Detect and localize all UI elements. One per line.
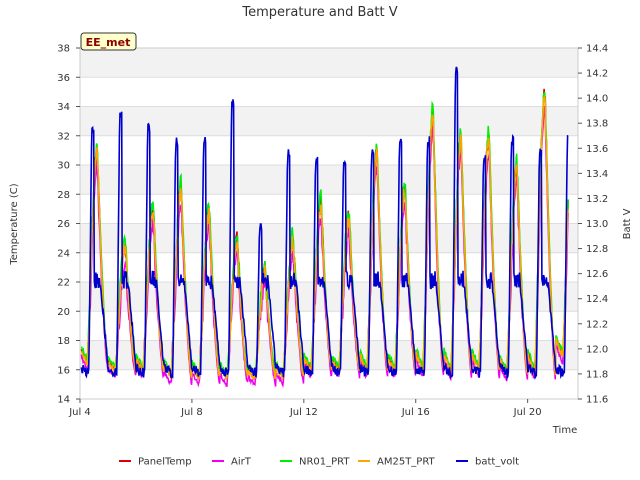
x-axis-label: Time	[552, 425, 577, 436]
legend-label: AM25T_PRT	[377, 457, 436, 468]
y-tick-label-left: 22	[57, 278, 70, 289]
y-tick-label-right: 13.6	[586, 144, 608, 155]
y-tick-label-left: 20	[57, 307, 70, 318]
y-tick-label-left: 38	[57, 44, 70, 55]
y-axis-label-left: Temperature (C)	[9, 183, 20, 265]
y-tick-label-right: 12.4	[586, 294, 608, 305]
y-tick-label-right: 11.6	[586, 395, 608, 406]
legend-label: PanelTemp	[138, 457, 192, 468]
x-tick-label: Jul 8	[180, 407, 203, 418]
legend-item-am25t_prt: AM25T_PRT	[358, 457, 436, 468]
station-badge: EE_met	[80, 32, 137, 51]
y-tick-label-left: 36	[57, 73, 70, 84]
series-layer	[80, 66, 569, 388]
y-tick-label-left: 18	[57, 336, 70, 347]
legend-item-nr01_prt: NR01_PRT	[280, 457, 350, 468]
y-tick-label-left: 26	[57, 219, 70, 230]
y-axis-label-right: Batt V	[622, 208, 633, 239]
legend-item-batt_volt: batt_volt	[456, 457, 519, 468]
y-tick-label-left: 24	[57, 248, 70, 259]
legend-item-airt: AirT	[212, 457, 252, 468]
x-tick-label: Jul 12	[289, 407, 318, 418]
left-axis: 14 16 18 20 22 24 26 28 30 32 34 36 38	[57, 44, 80, 406]
y-tick-label-right: 14.2	[586, 69, 608, 80]
band	[80, 48, 578, 78]
y-tick-label-left: 16	[57, 365, 70, 376]
legend-label: batt_volt	[475, 457, 519, 468]
legend-label: AirT	[231, 457, 252, 468]
chart-title: Temperature and Batt V	[241, 5, 397, 20]
y-tick-label-right: 11.8	[586, 369, 608, 380]
y-tick-label-right: 14.0	[586, 94, 608, 105]
y-tick-label-right: 13.0	[586, 219, 608, 230]
band	[80, 223, 578, 253]
y-tick-label-left: 28	[57, 190, 70, 201]
legend-label: NR01_PRT	[299, 457, 350, 468]
series-line-batt_volt	[80, 66, 569, 381]
background-bands	[80, 48, 578, 370]
y-tick-label-left: 14	[57, 395, 70, 406]
x-tick-label: Jul 16	[401, 407, 430, 418]
x-axis: Jul 4 Jul 8 Jul 12 Jul 16 Jul 20	[68, 399, 542, 418]
y-tick-label-left: 34	[57, 102, 70, 113]
x-tick-label: Jul 4	[68, 407, 91, 418]
y-tick-label-right: 14.4	[586, 44, 608, 55]
y-tick-label-right: 12.8	[586, 244, 608, 255]
y-tick-label-left: 30	[57, 161, 70, 172]
legend-item-paneltemp: PanelTemp	[119, 457, 192, 468]
x-tick-label: Jul 20	[513, 407, 542, 418]
y-tick-label-right: 13.8	[586, 119, 608, 130]
y-tick-label-right: 12.0	[586, 344, 608, 355]
y-tick-label-right: 13.4	[586, 169, 608, 180]
legend: PanelTemp AirT NR01_PRT AM25T_PRT batt_volt	[119, 457, 519, 468]
band	[80, 165, 578, 195]
band	[80, 106, 578, 136]
station-badge-box	[80, 32, 137, 51]
station-badge-label: EE_met	[86, 36, 131, 49]
y-tick-label-right: 12.6	[586, 269, 608, 280]
y-tick-label-right: 12.2	[586, 319, 608, 330]
y-tick-label-left: 32	[57, 131, 70, 142]
right-axis: 11.6 11.8 12.0 12.2 12.4 12.6 12.8 13.0 13.2 13.4…	[578, 44, 608, 406]
y-tick-label-right: 13.2	[586, 194, 608, 205]
